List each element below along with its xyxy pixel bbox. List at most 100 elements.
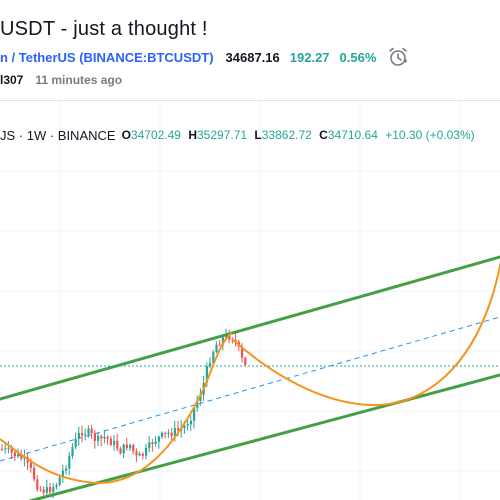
candle-body (33, 467, 36, 480)
candle-body (17, 454, 20, 457)
posted-time: 11 minutes ago (35, 73, 123, 87)
candle-body (161, 432, 164, 437)
candle-body (205, 366, 208, 383)
candle-body (170, 432, 173, 437)
candle-body (164, 432, 167, 434)
candle-body (135, 451, 138, 456)
orange-arc-left[interactable] (0, 332, 233, 485)
orange-arc-right[interactable] (231, 256, 500, 407)
candle-body (148, 442, 151, 448)
high-value: 35297.71 (197, 128, 248, 142)
candle-body (215, 344, 218, 353)
candle-body (109, 438, 112, 445)
candle-body (138, 453, 141, 456)
candle-body (36, 479, 39, 490)
legend-symbol-interval[interactable]: JS · 1W · BINANCE (0, 127, 116, 143)
candle-body (141, 453, 144, 456)
candle-body (77, 433, 80, 439)
symbol-link[interactable]: n / TetherUS (BINANCE:BTCUSDT) (0, 49, 214, 65)
alarm-clock-icon-glyph (389, 47, 408, 66)
candle-body (218, 344, 221, 346)
low-label: L (254, 128, 262, 142)
open-label: O (121, 128, 131, 142)
candle-body (122, 444, 125, 454)
candle-body (93, 433, 96, 441)
candle-body (244, 357, 247, 365)
symbol-row: n / TetherUS (BINANCE:BTCUSDT) 34687.16 … (0, 48, 376, 66)
author-name[interactable]: l307 (0, 73, 24, 87)
candle-body (100, 436, 103, 439)
candle-body (113, 440, 116, 445)
candle-body (10, 448, 13, 453)
candle-body (42, 489, 45, 493)
candle-body (167, 432, 170, 434)
candle-body (81, 433, 84, 436)
candle-body (241, 346, 244, 358)
alarm-clock-icon[interactable] (386, 45, 410, 69)
candle-body (145, 447, 148, 456)
candle-body (173, 428, 176, 437)
symbol-change: 192.27 (289, 49, 330, 65)
candle-body (74, 438, 77, 448)
candle-body (90, 428, 93, 434)
candle-body (71, 447, 74, 456)
candle-body (65, 468, 68, 471)
low-value: 33862.72 (261, 128, 312, 142)
candle-body (193, 407, 196, 421)
close-value: 34710.64 (327, 128, 378, 142)
candle-body (58, 477, 61, 485)
candle-body (221, 337, 224, 345)
chart-grid (0, 101, 500, 500)
candle-body (212, 352, 215, 363)
price-chart[interactable] (0, 101, 500, 500)
candle-body (151, 442, 154, 445)
upper-channel-line[interactable] (0, 255, 500, 401)
candle-body (125, 444, 128, 449)
chart-area[interactable] (0, 100, 500, 500)
candle-body (1, 449, 4, 450)
candle-body (186, 424, 189, 426)
candle-body (199, 394, 202, 401)
candle-body (157, 436, 160, 442)
candle-body (116, 440, 119, 449)
chart-legend: JS · 1W · BINANCE O34702.49 H35297.71 L3… (0, 126, 479, 144)
lower-channel-line[interactable] (28, 373, 500, 500)
symbol-price: 34687.16 (225, 49, 280, 65)
candle-body (129, 444, 132, 449)
candle-body (49, 487, 52, 493)
candle-body (20, 454, 23, 459)
candle-body (196, 400, 199, 408)
candle-body (4, 448, 7, 450)
candle-body (189, 420, 192, 425)
candle-body (119, 448, 122, 454)
candle-body (106, 436, 109, 439)
candle-body (29, 462, 32, 468)
candle-body (103, 436, 106, 439)
symbol-change-percent: 0.56% (339, 49, 377, 65)
candle-body (39, 489, 42, 491)
open-value: 34702.49 (130, 128, 181, 142)
candle-body (13, 452, 16, 457)
candle-body (7, 448, 10, 450)
candle-body (87, 428, 90, 435)
candle-body (97, 436, 100, 441)
candle-body (52, 486, 55, 493)
channel-middle-dashed-line[interactable] (0, 316, 500, 462)
candle-body (154, 441, 157, 445)
close-label: C (319, 128, 328, 142)
candle-body (84, 434, 87, 436)
candle-body (228, 334, 231, 340)
candle-body (177, 428, 180, 431)
candle-body (45, 487, 48, 493)
candlesticks (1, 328, 247, 499)
candle-body (132, 444, 135, 452)
author-row: l307 11 minutes ago (0, 71, 122, 89)
candle-body (55, 484, 58, 487)
candle-body (183, 425, 186, 429)
idea-title: USDT - just a thought ! (0, 18, 208, 40)
candle-body (209, 362, 212, 367)
idea-header: USDT - just a thought ! n / TetherUS (BI… (0, 0, 500, 100)
candle-body (61, 470, 64, 478)
legend-change: +10.30 (+0.03%) (385, 128, 475, 142)
candle-body (234, 340, 237, 342)
